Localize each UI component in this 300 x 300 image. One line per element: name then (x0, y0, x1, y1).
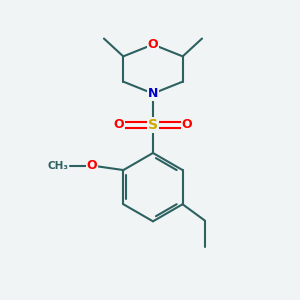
Text: O: O (182, 118, 193, 131)
Text: CH₃: CH₃ (47, 160, 68, 171)
Text: S: S (148, 118, 158, 132)
Text: O: O (113, 118, 124, 131)
Text: O: O (87, 159, 98, 172)
Text: N: N (148, 87, 158, 100)
Text: O: O (148, 38, 158, 51)
